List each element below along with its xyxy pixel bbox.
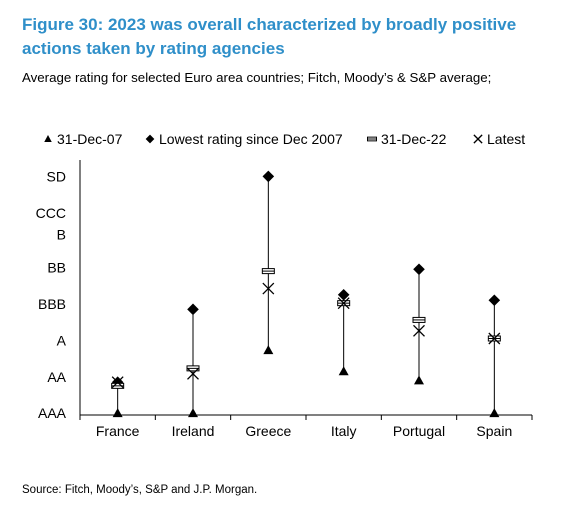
point-x [187,367,199,380]
y-tick-label: AAA [38,405,67,421]
point-x [488,332,501,345]
point-x [111,376,124,389]
legend-label: Latest [487,131,525,147]
point-triangle [263,345,274,355]
x-tick-label: Greece [245,423,291,439]
point-dash [186,365,200,372]
x-tick-label: France [96,423,140,439]
y-tick-label: BBB [38,296,66,312]
source-note: Source: Fitch, Moody’s, S&P and J.P. Mor… [22,484,258,496]
point-triangle [338,366,349,376]
legend-label: 31-Dec-22 [381,131,447,147]
point-dash [261,268,275,275]
chart-subtitle: Average rating for selected Euro area co… [22,70,492,85]
point-triangle [188,408,198,418]
legend-marker-dash-icon [367,136,377,142]
point-diamond [488,294,501,307]
legend-marker-x-icon [473,134,483,144]
legend-item: Lowest rating since Dec 2007 [145,131,343,147]
y-tick-label: BB [47,259,66,275]
legend-marker-triangle-icon [44,135,52,142]
point-diamond [262,170,275,183]
x-tick-label: Italy [331,423,357,439]
legend-item: 31-Dec-07 [44,131,123,147]
legend-label: 31-Dec-07 [57,131,123,147]
point-triangle [112,408,123,418]
x-tick-label: Spain [476,423,512,439]
chart-legend: 31-Dec-07 Lowest rating since Dec 2007 31-… [44,131,525,147]
point-dash [412,316,426,323]
legend-label: Lowest rating since Dec 2007 [159,131,343,147]
y-tick-label: B [57,227,66,243]
chart-marks [111,170,501,418]
y-tick-label: A [57,332,67,348]
point-diamond [337,288,350,301]
legend-item: Latest [473,131,525,147]
y-tick-label: SD [47,168,66,184]
point-diamond [413,263,425,276]
y-tick-label: AA [47,369,66,385]
point-x [262,282,275,295]
x-tick-label: Portugal [393,423,445,439]
x-tick-label: Ireland [172,423,215,439]
point-x [413,324,425,337]
point-triangle [489,408,500,418]
y-tick-label: CCC [36,205,66,221]
point-diamond [187,303,199,316]
legend-marker-diamond-icon [145,134,155,144]
legend-item: 31-Dec-22 [367,131,447,147]
point-triangle [414,375,424,385]
chart-title: Figure 30: 2023 was overall characterize… [22,15,517,58]
point-x [337,297,350,310]
